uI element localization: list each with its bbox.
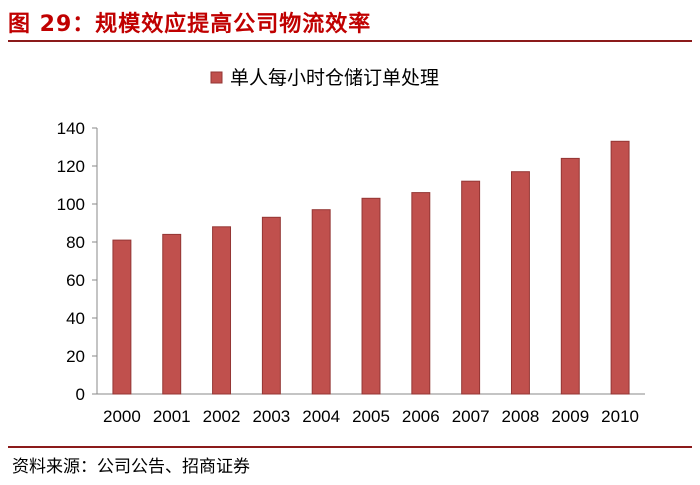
bar-2001 xyxy=(162,233,182,395)
x-tick-label: 2000 xyxy=(103,407,141,426)
bar-2003 xyxy=(261,216,281,395)
x-tick-label: 2010 xyxy=(601,407,639,426)
bar-2000 xyxy=(112,239,132,395)
y-tick-label: 140 xyxy=(57,119,85,138)
y-tick-label: 100 xyxy=(57,195,85,214)
chart-legend: 单人每小时仓储订单处理 xyxy=(210,67,439,89)
legend-label: 单人每小时仓储订单处理 xyxy=(230,67,439,89)
x-tick-label: 2009 xyxy=(551,407,589,426)
source-note: 资料来源：公司公告、招商证券 xyxy=(12,457,250,477)
y-axis: 0 20 40 60 80 100 120 140 xyxy=(57,119,98,404)
y-tick-label: 0 xyxy=(76,385,85,404)
title-divider xyxy=(8,40,692,42)
y-tick-label: 20 xyxy=(66,347,85,366)
y-tick-label: 60 xyxy=(66,271,85,290)
bar-2008 xyxy=(510,171,530,395)
x-tick-label: 2005 xyxy=(352,407,390,426)
figure-title: 图 29：规模效应提高公司物流效率 xyxy=(8,12,372,37)
x-tick-label: 2001 xyxy=(153,407,191,426)
y-tick-label: 120 xyxy=(57,157,85,176)
x-axis: 2000 2001 2002 2003 2004 2005 2006 2007 2008 2009… xyxy=(97,393,645,426)
x-tick-label: 2008 xyxy=(502,407,540,426)
y-tick-label: 40 xyxy=(66,309,85,328)
bar-series xyxy=(112,140,630,395)
bar-2004 xyxy=(311,209,331,395)
x-tick-label: 2003 xyxy=(252,407,290,426)
bar-2002 xyxy=(212,226,232,395)
bar-2007 xyxy=(461,180,481,395)
y-tick-label: 80 xyxy=(66,233,85,252)
bar-2009 xyxy=(560,157,580,395)
x-tick-label: 2004 xyxy=(302,407,340,426)
x-tick-label: 2006 xyxy=(402,407,440,426)
x-tick-label: 2007 xyxy=(452,407,490,426)
source-divider xyxy=(8,446,692,448)
bar-2006 xyxy=(411,192,431,395)
legend-swatch xyxy=(210,71,223,84)
x-tick-label: 2002 xyxy=(203,407,241,426)
bar-2010 xyxy=(610,140,630,395)
bar-2005 xyxy=(361,197,381,395)
